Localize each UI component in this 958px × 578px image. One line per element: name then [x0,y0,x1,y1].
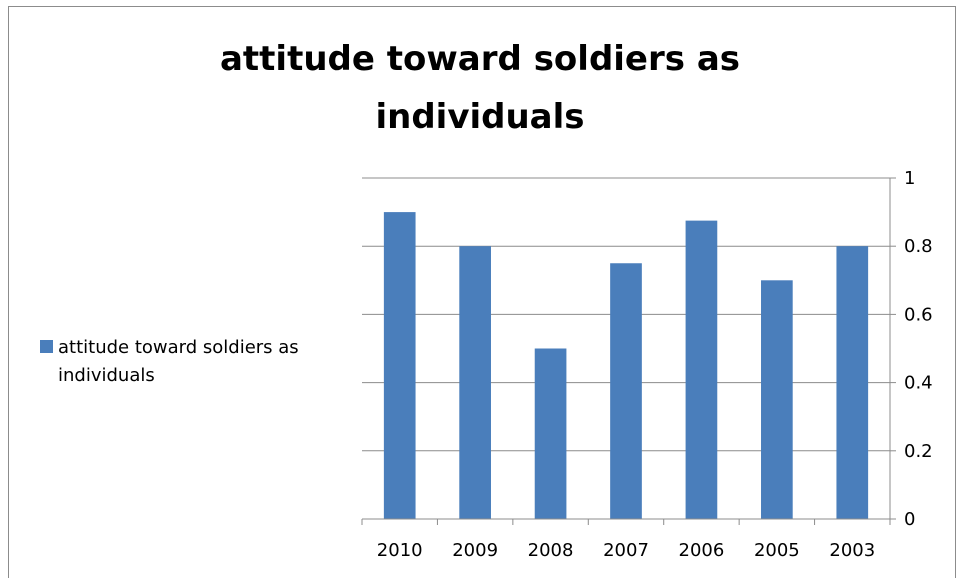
y-tick-label: 0 [904,509,915,530]
bar [459,246,491,519]
bar [836,246,869,519]
bar [534,348,567,519]
x-tick-label: 2007 [603,540,649,561]
y-tick-label: 0.6 [904,304,933,325]
bar [761,280,793,519]
chart-title: attitude toward soldiers as individuals [219,39,741,137]
legend-label: attitude toward soldiers as individuals [58,337,299,386]
x-tick-label: 2010 [377,540,423,561]
bar [610,263,642,519]
x-tick-label: 2009 [452,540,498,561]
y-tick-label: 1 [904,168,915,189]
x-tick-label: 2005 [754,540,800,561]
x-tick-label: 2003 [829,540,875,561]
legend-swatch [40,340,53,353]
x-tick-label: 2006 [679,540,725,561]
x-tick-label: 2008 [528,540,574,561]
y-tick-label: 0.8 [904,236,933,257]
y-tick-label: 0.2 [904,441,933,462]
bar [383,212,416,519]
bar [685,220,718,519]
y-tick-label: 0.4 [904,373,933,394]
